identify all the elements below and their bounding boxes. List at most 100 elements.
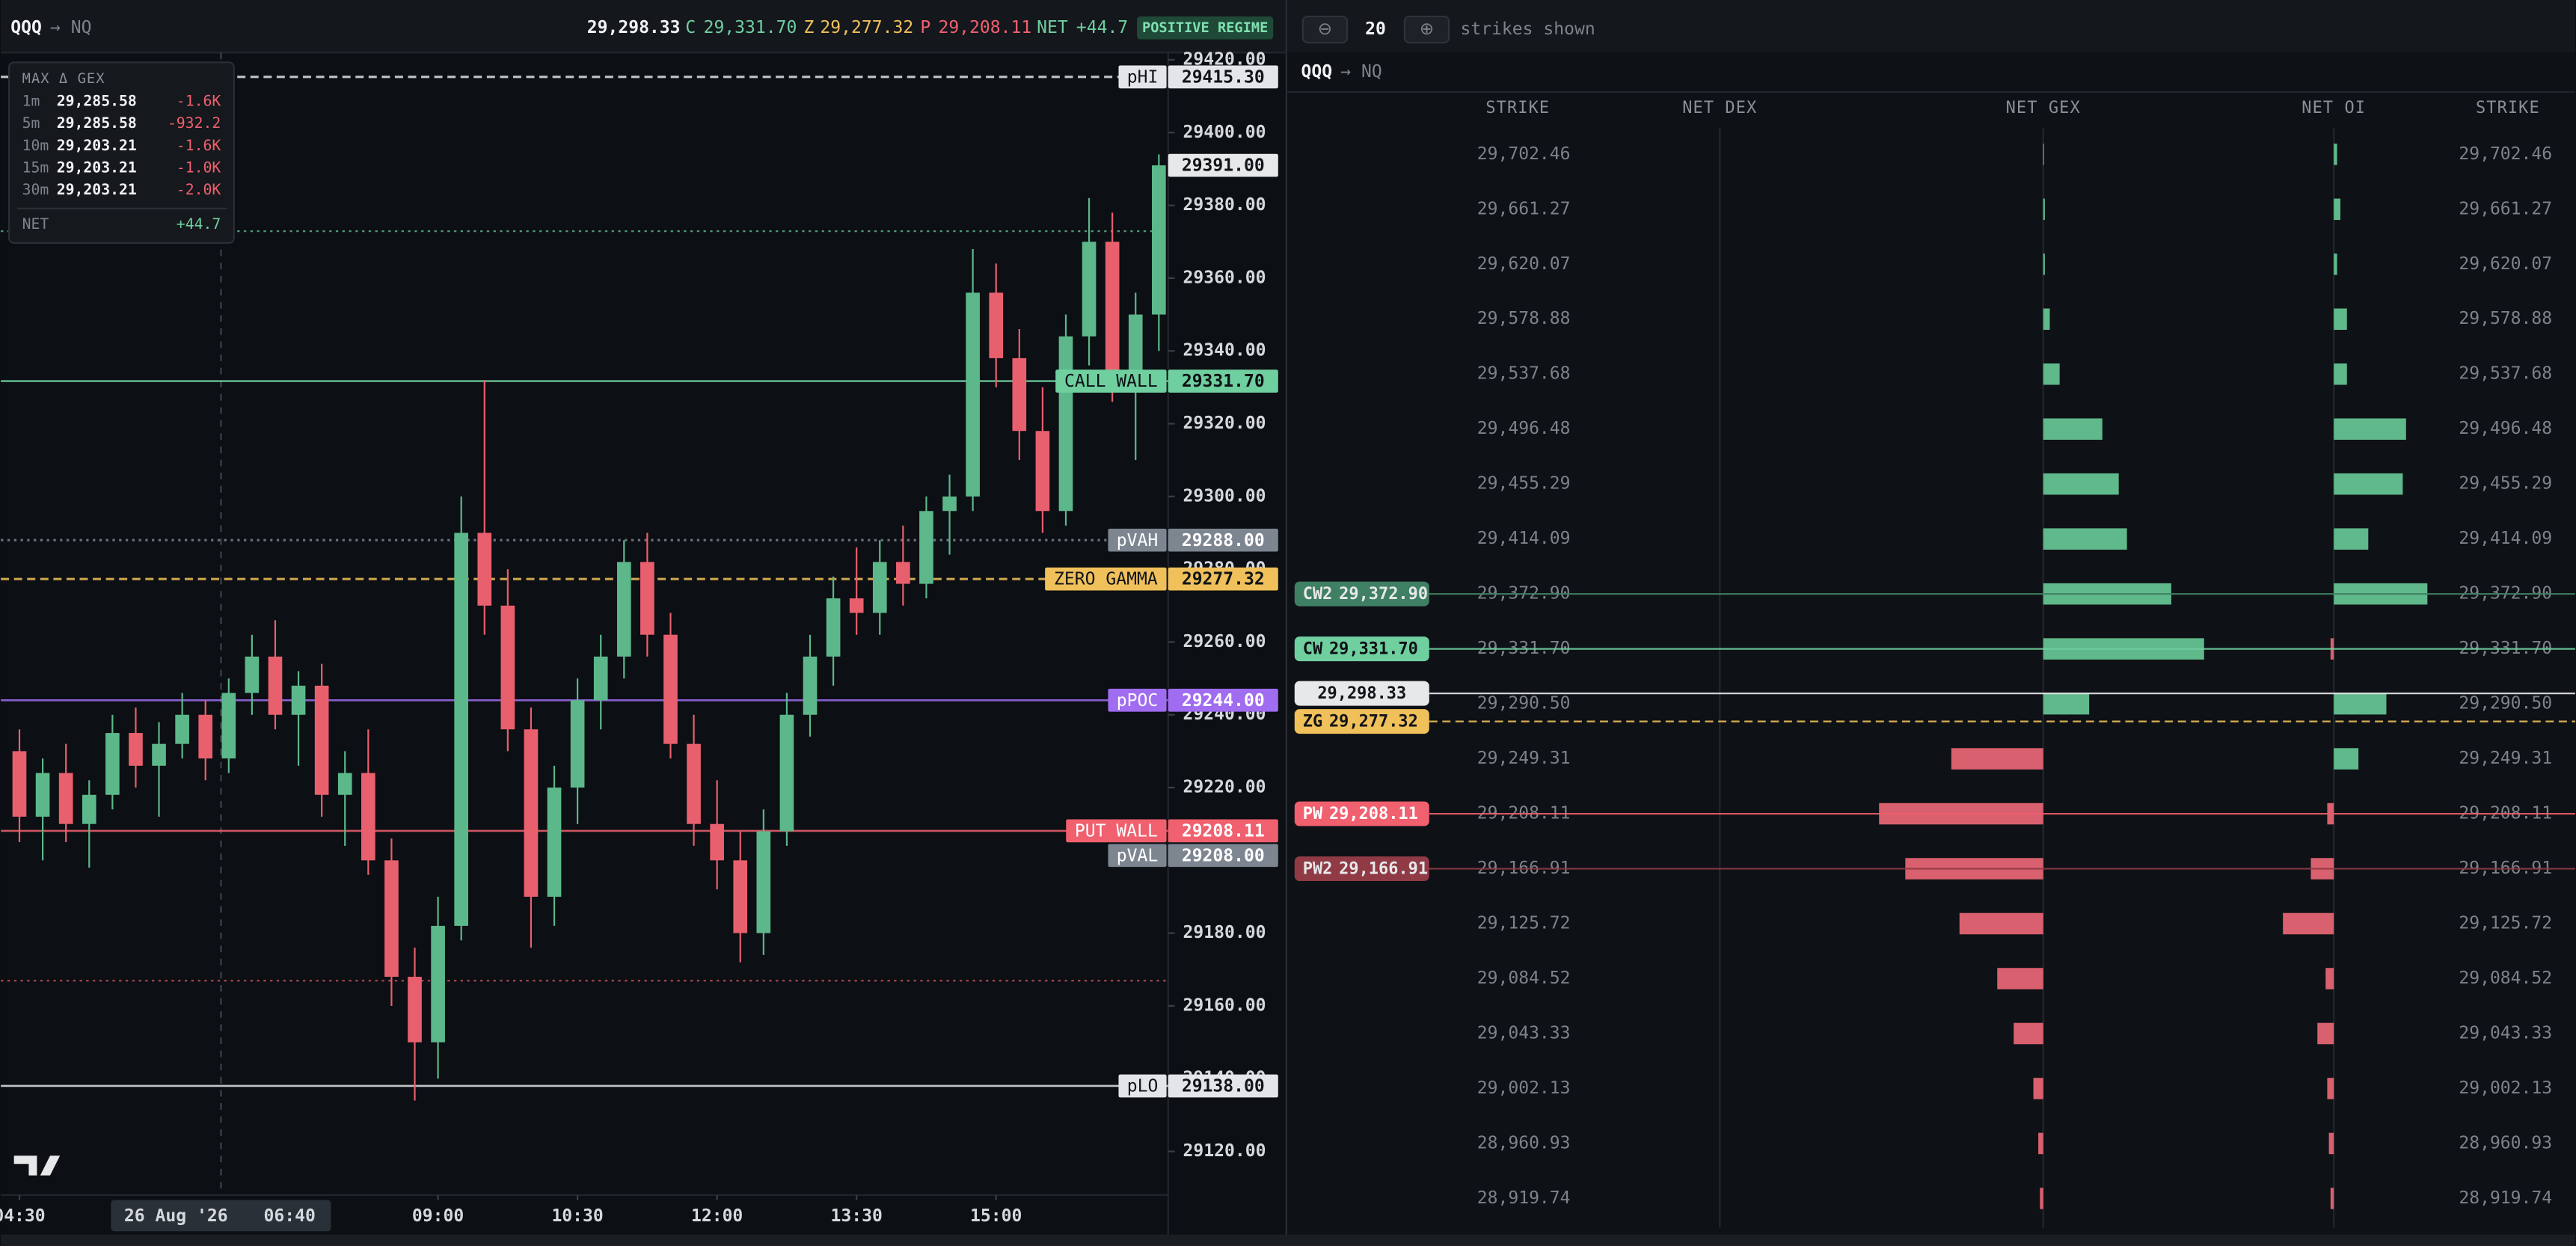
crosshair-date: 26 Aug '26 [124, 1206, 228, 1226]
y-tick-label: 29400.00 [1183, 123, 1266, 142]
tag-value: 29,277.32 [1329, 713, 1418, 731]
level-value-box [1168, 688, 1278, 712]
strike-left: 29,084.52 [1477, 969, 1571, 988]
column-header: NET OI [2301, 99, 2366, 117]
level-value-label: 29208.11 [1182, 821, 1265, 841]
put-value: 29,208.11 [938, 18, 1031, 37]
strike-right: 28,960.93 [2459, 1133, 2552, 1153]
panel-box [8, 61, 235, 244]
net-gex-bar [2043, 418, 2103, 440]
level-name-box [1118, 65, 1167, 89]
strike-left: 29,249.31 [1477, 749, 1571, 768]
price: 29,203.21 [57, 159, 137, 176]
y-tick-label: 29320.00 [1183, 414, 1266, 433]
candle-body [198, 714, 213, 759]
strike-toolbar [1286, 0, 2575, 53]
candle-body [291, 685, 306, 715]
strike-right: 29,620.07 [2459, 254, 2552, 274]
price: 29,203.21 [57, 181, 137, 198]
net-oi-bar [2327, 1078, 2334, 1099]
candle-body [547, 788, 562, 897]
net-oi-bar [2334, 748, 2359, 770]
strike-right: 29,290.50 [2459, 694, 2552, 713]
panel-title: MAX Δ GEX [22, 71, 105, 87]
level-name-box [1055, 369, 1167, 393]
tag-value: 29,208.11 [1329, 805, 1418, 823]
candle-body [524, 729, 539, 897]
net-key: NET [22, 215, 49, 233]
tag-key: PW [1303, 805, 1323, 823]
candle-body [221, 693, 236, 759]
column-header: STRIKE [2476, 99, 2540, 117]
column-header: NET GEX [2006, 99, 2081, 117]
net-gex-bar [1951, 748, 2043, 770]
candle-body [175, 714, 189, 744]
delta: -1.6K [177, 137, 221, 154]
price-levels: 29391.00 29415.30 pHI 29331.70 CALL WALL 2928… [1045, 65, 1278, 1098]
candle-body [477, 533, 492, 606]
decrease-strikes-button[interactable] [1301, 15, 1349, 44]
increase-strikes-button[interactable] [1403, 15, 1450, 44]
candle-body [454, 533, 469, 926]
net-value: +44.7 [1076, 18, 1128, 37]
candle-body [616, 562, 631, 657]
net-gex-bar [2043, 473, 2119, 495]
tag-text: PW 29,208.11 [1303, 805, 1418, 823]
candle-body [896, 562, 910, 584]
tag-value: 29,298.33 [1317, 684, 1406, 703]
net-oi-bar [2334, 528, 2369, 550]
strike-left: 29,620.07 [1477, 254, 1571, 274]
strike-table: STRIKE NET DEX NET GEX NET OI STRIKE 29,702.4… [1294, 99, 2575, 1228]
candle-body [570, 700, 585, 788]
delta: -1.0K [177, 159, 221, 176]
x-tick-label: 12:00 [691, 1206, 743, 1226]
top-bar [1, 0, 1287, 53]
net-gex-bar [1959, 912, 2043, 935]
candle-body [756, 831, 771, 933]
regime-text: POSITIVE REGIME [1142, 20, 1268, 36]
y-tick-label: 29360.00 [1183, 268, 1266, 287]
level-value-label: 29208.00 [1182, 846, 1265, 865]
net-gex-bar [2014, 1022, 2043, 1045]
level-value-box [1168, 844, 1278, 868]
candle-body [314, 685, 329, 795]
tag-key: PW2 [1303, 860, 1333, 879]
level-name-box [1108, 688, 1167, 712]
net-value: +44.7 [177, 215, 221, 233]
level-name-box [1108, 844, 1167, 868]
window: 10m [22, 137, 49, 154]
level-name: pVAL [1117, 846, 1158, 865]
column-header: STRIKE [1485, 99, 1550, 117]
candle-body [500, 605, 515, 730]
strike-right: 29,702.46 [2459, 144, 2552, 164]
price: 29,203.21 [57, 137, 137, 154]
price: 29,285.58 [57, 114, 137, 132]
tag-value: 29,331.70 [1329, 640, 1418, 659]
net-oi-bar [2325, 968, 2334, 989]
net-oi-bar [2334, 308, 2347, 331]
last-price-label: 29391.00 [1182, 156, 1265, 176]
net-gex-bar [2043, 144, 2044, 165]
level-value-label: 29288.00 [1182, 531, 1265, 550]
strike-right: 29,496.48 [2459, 419, 2552, 438]
strike-left: 29,290.50 [1477, 694, 1571, 713]
strike-right: 29,537.68 [2459, 364, 2552, 384]
level-name-box [1066, 819, 1167, 843]
candle-body [593, 656, 608, 701]
level-value-box [1168, 369, 1278, 393]
net-oi-bar [2330, 1188, 2334, 1209]
tag-box [1294, 636, 1429, 662]
net-gex-bar [2038, 1132, 2043, 1155]
y-tick-label: 29380.00 [1183, 195, 1266, 215]
level-value-label: 29277.32 [1182, 570, 1265, 589]
call-value: 29,331.70 [704, 18, 797, 37]
y-tick-label: 29340.00 [1183, 341, 1266, 360]
strike-right: 29,125.72 [2459, 914, 2552, 933]
candle-body [989, 292, 1004, 358]
crosshair-label-bg [111, 1200, 331, 1232]
strike-left: 29,496.48 [1477, 419, 1571, 438]
tag-box [1294, 856, 1429, 881]
net-oi-bar [2334, 418, 2406, 440]
